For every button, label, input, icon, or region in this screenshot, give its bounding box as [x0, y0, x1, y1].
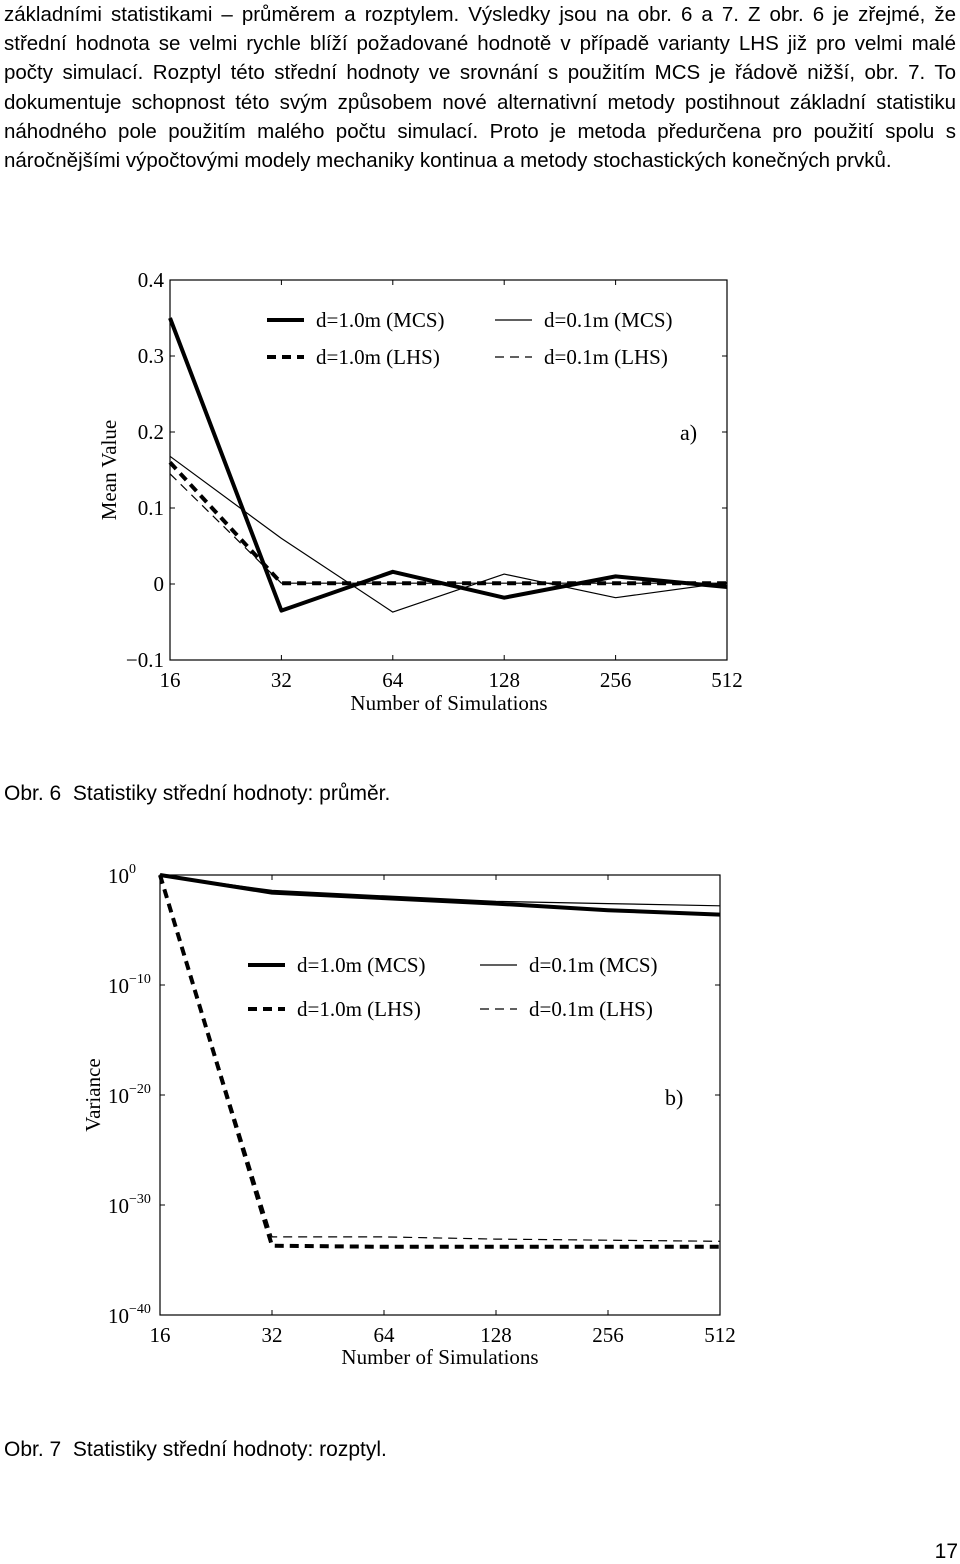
series-line-4 — [159, 874, 721, 1242]
x-axis-label: Number of Simulations — [350, 691, 547, 715]
legend-label: d=1.0m (MCS) — [297, 953, 426, 977]
legend-label: d=0.1m (LHS) — [544, 345, 668, 369]
body-paragraph: základními statistikami – průměrem a roz… — [4, 3, 956, 173]
x-tick-label: 64 — [374, 1323, 396, 1347]
page-number: 17 — [934, 1540, 958, 1563]
panel-label: a) — [680, 420, 697, 445]
y-axis-label: Variance — [81, 1058, 105, 1131]
y-tick-label: 100 — [108, 862, 136, 888]
figure-caption-7: Obr. 7 Statistiky střední hodnoty: rozpt… — [4, 1438, 387, 1461]
x-tick-label: 512 — [711, 668, 743, 692]
series-line-1 — [159, 873, 721, 917]
panel-label: b) — [665, 1085, 683, 1110]
y-tick-label: 0.1 — [138, 496, 164, 520]
x-tick-label: 64 — [382, 668, 404, 692]
x-tick-label: 256 — [592, 1323, 624, 1347]
x-tick-label: 256 — [600, 668, 632, 692]
legend-label: d=1.0m (LHS) — [297, 997, 421, 1021]
x-tick-label: 128 — [488, 668, 520, 692]
series-line-4 — [169, 473, 727, 584]
legend-label: d=0.1m (MCS) — [544, 308, 673, 332]
figure-caption-6: Obr. 6 Statistiky střední hodnoty: průmě… — [4, 782, 391, 805]
y-tick-label: 10−30 — [108, 1192, 151, 1218]
series-line-3 — [158, 874, 720, 1249]
mean-value-chart: −0.1 0 0.1 0.2 0.3 0.4 16 32 64 128 256 512 d=1.0m… — [97, 268, 743, 715]
y-tick-label: 0.3 — [138, 344, 164, 368]
legend-label: d=1.0m (MCS) — [316, 308, 445, 332]
y-tick-label: 10−20 — [108, 1082, 151, 1108]
y-tick-label: 10−40 — [108, 1302, 151, 1328]
series-line-3 — [168, 461, 727, 586]
x-tick-label: 32 — [262, 1323, 283, 1347]
x-tick-label: 32 — [271, 668, 292, 692]
y-tick-label: −0.1 — [126, 648, 164, 672]
legend-label: d=0.1m (MCS) — [529, 953, 658, 977]
series-line-2 — [159, 874, 721, 907]
series-line-2 — [169, 455, 728, 613]
x-tick-label: 16 — [150, 1323, 171, 1347]
y-tick-label: 0 — [154, 572, 165, 596]
x-axis-label: Number of Simulations — [341, 1345, 538, 1369]
legend-label: d=1.0m (LHS) — [316, 345, 440, 369]
y-axis-label: Mean Value — [97, 420, 121, 521]
legend-label: d=0.1m (LHS) — [529, 997, 653, 1021]
y-tick-label: 0.4 — [138, 268, 165, 292]
plot-frame — [159, 874, 721, 1316]
plot-frame — [169, 279, 728, 661]
x-tick-label: 16 — [160, 668, 181, 692]
y-tick-label: 0.2 — [138, 420, 164, 444]
x-tick-label: 512 — [704, 1323, 736, 1347]
y-tick-label: 10−10 — [108, 972, 151, 998]
x-tick-label: 128 — [480, 1323, 512, 1347]
